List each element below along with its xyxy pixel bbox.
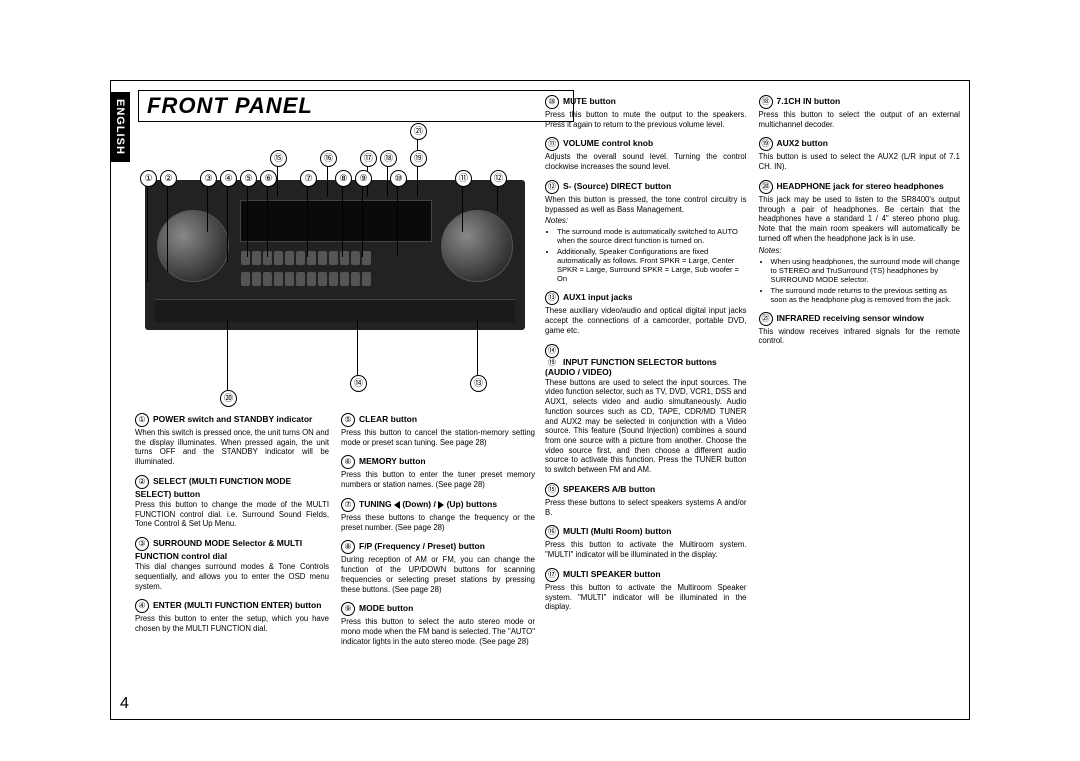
callout-21: ㉑ bbox=[410, 123, 427, 140]
callout-13: ⑬ bbox=[470, 375, 487, 392]
bottom-strip bbox=[155, 299, 515, 322]
entry-8: ⑧F/P (Frequency / Preset) button During … bbox=[341, 540, 535, 594]
callout-19: ⑲ bbox=[410, 150, 427, 167]
entry-12: ⑫S- (Source) DIRECT button When this but… bbox=[545, 180, 747, 283]
entry-4: ④ENTER (MULTI FUNCTION ENTER) button Pre… bbox=[135, 599, 329, 633]
callout-15: ⑮ bbox=[270, 150, 287, 167]
entry-9: ⑨MODE button Press this button to select… bbox=[341, 602, 535, 646]
entry-6: ⑥MEMORY button Press this button to ente… bbox=[341, 455, 535, 489]
callout-5: ⑤ bbox=[240, 170, 257, 187]
front-panel-diagram: ⑮ ⑯ ⑰ ⑱ ⑲ ㉑ ① ② ③ ④ ⑤ ⑥ ⑦ ⑧ ⑨ ⑩ ⑪ ⑫ ⑳ ⑭ … bbox=[135, 120, 535, 410]
callout-17: ⑰ bbox=[360, 150, 377, 167]
callout-18: ⑱ bbox=[380, 150, 397, 167]
display-window bbox=[240, 200, 432, 242]
entry-1: ①POWER switch and STANDBY indicator When… bbox=[135, 413, 329, 467]
entry-17: ⑰MULTI SPEAKER button Press this button … bbox=[545, 568, 747, 612]
callout-6: ⑥ bbox=[260, 170, 277, 187]
entry-13: ⑬AUX1 input jacks These auxiliary video/… bbox=[545, 291, 747, 335]
language-tab: ENGLISH bbox=[110, 92, 130, 162]
entry-10: ⑩MUTE button Press this button to mute t… bbox=[545, 95, 747, 129]
page-number: 4 bbox=[120, 695, 129, 713]
entry-2: ②SELECT (MULTI FUNCTION MODE SELECT) but… bbox=[135, 475, 329, 529]
callout-8: ⑧ bbox=[335, 170, 352, 187]
entry-16: ⑯MULTI (Multi Room) button Press this bu… bbox=[545, 525, 747, 559]
callout-12: ⑫ bbox=[490, 170, 507, 187]
entry-3: ③SURROUND MODE Selector & MULTI FUNCTION… bbox=[135, 537, 329, 591]
callout-16: ⑯ bbox=[320, 150, 337, 167]
entry-20: ⑳HEADPHONE jack for stereo headphones Th… bbox=[759, 180, 961, 304]
button-row bbox=[240, 250, 430, 290]
entry-19: ⑲AUX2 button This button is used to sele… bbox=[759, 137, 961, 171]
callout-9: ⑨ bbox=[355, 170, 372, 187]
callout-11: ⑪ bbox=[455, 170, 472, 187]
entry-11: ⑪VOLUME control knob Adjusts the overall… bbox=[545, 137, 747, 171]
entry-21: ㉑INFRARED receiving sensor window This w… bbox=[759, 312, 961, 346]
callout-3: ③ bbox=[200, 170, 217, 187]
callout-4: ④ bbox=[220, 170, 237, 187]
back-arrow-icon bbox=[394, 501, 400, 509]
callout-7: ⑦ bbox=[300, 170, 317, 187]
entry-7: ⑦TUNING (Down) / (Up) buttons Press thes… bbox=[341, 498, 535, 532]
callout-20: ⑳ bbox=[220, 390, 237, 407]
callout-1: ① bbox=[140, 170, 157, 187]
receiver-body bbox=[145, 180, 525, 330]
right-knob bbox=[441, 210, 513, 282]
entry-15: ⑮SPEAKERS A/B button Press these buttons… bbox=[545, 483, 747, 517]
callout-2: ② bbox=[160, 170, 177, 187]
entry-14: ⑭ ⑲INPUT FUNCTION SELECTOR buttons (AUDI… bbox=[545, 344, 747, 475]
entry-18: ⑱7.1CH IN button Press this button to se… bbox=[759, 95, 961, 129]
desc-columns-right: ⑩MUTE button Press this button to mute t… bbox=[545, 95, 960, 710]
entry-5: ⑤CLEAR button Press this button to cance… bbox=[341, 413, 535, 447]
callout-10: ⑩ bbox=[390, 170, 407, 187]
fwd-arrow-icon bbox=[438, 501, 444, 509]
callout-14: ⑭ bbox=[350, 375, 367, 392]
desc-columns-left: ①POWER switch and STANDBY indicator When… bbox=[135, 413, 535, 708]
section-title: FRONT PANEL bbox=[138, 90, 574, 122]
